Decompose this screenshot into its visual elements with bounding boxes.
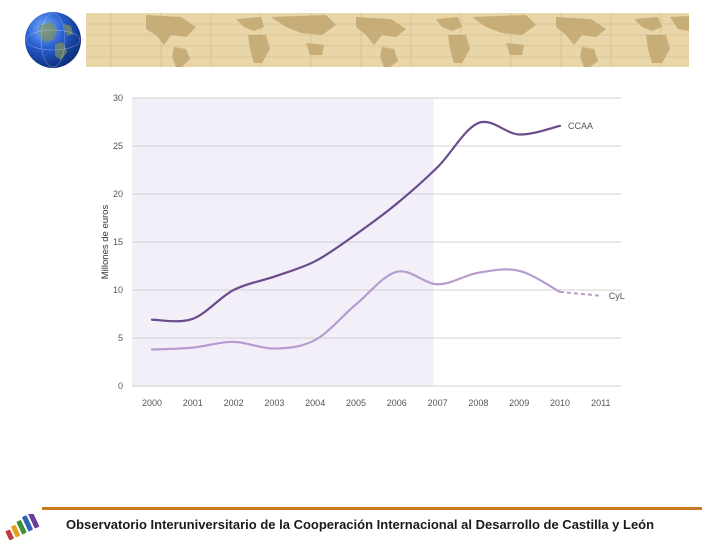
- x-tick-label: 2001: [183, 398, 203, 408]
- series-projection-cyl: [559, 290, 601, 297]
- world-map-banner: [86, 13, 689, 67]
- y-axis-label: Millones de euros: [100, 205, 111, 280]
- x-tick-label: 2004: [305, 398, 325, 408]
- x-tick-label: 2007: [428, 398, 448, 408]
- series-line-ccaa: [150, 120, 562, 323]
- series-label-cyl: CyL: [609, 291, 625, 301]
- footer-divider: [42, 507, 702, 510]
- observatory-logo-icon: [2, 510, 42, 545]
- y-tick-label: 10: [113, 285, 123, 295]
- x-tick-label: 2000: [142, 398, 162, 408]
- y-tick-label: 20: [113, 189, 123, 199]
- x-tick-label: 2011: [591, 398, 610, 408]
- x-tick-label: 2006: [387, 398, 407, 408]
- y-tick-label: 5: [118, 333, 123, 343]
- series-label-ccaa: CCAA: [568, 121, 593, 131]
- globe-icon: [20, 8, 86, 72]
- y-tick-label: 0: [118, 381, 123, 391]
- y-tick-label: 15: [113, 237, 123, 247]
- x-tick-label: 2002: [224, 398, 244, 408]
- y-tick-label: 30: [113, 93, 123, 103]
- world-map-icon: [86, 13, 689, 67]
- x-tick-label: 2009: [509, 398, 529, 408]
- series-line-cyl: [150, 268, 562, 351]
- x-tick-label: 2003: [264, 398, 284, 408]
- x-tick-label: 2005: [346, 398, 366, 408]
- footer-caption: Observatorio Interuniversitario de la Co…: [66, 517, 655, 532]
- x-tick-label: 2010: [550, 398, 570, 408]
- y-tick-label: 25: [113, 141, 123, 151]
- x-tick-label: 2008: [468, 398, 488, 408]
